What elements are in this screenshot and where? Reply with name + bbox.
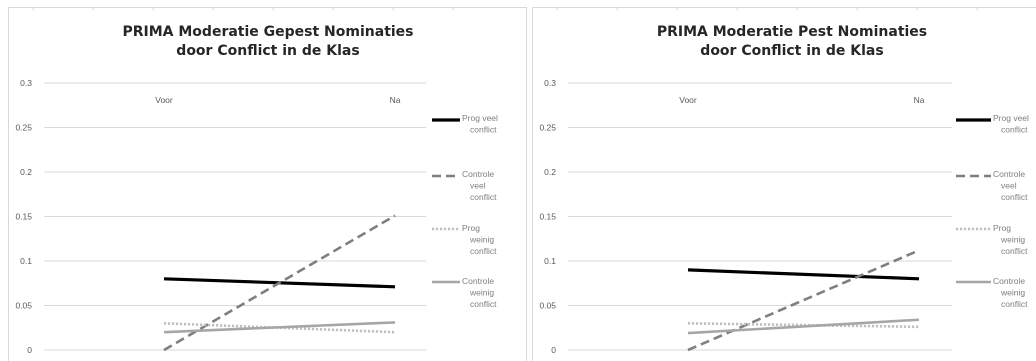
chart-title-line: PRIMA Moderatie Pest Nominaties [657, 24, 927, 40]
legend-label: weinig [1000, 235, 1025, 245]
legend-label: conflict [1001, 125, 1028, 135]
legend-label: conflict [470, 246, 497, 256]
series-line-3 [687, 322, 920, 329]
series-line-4 [687, 318, 920, 335]
series-line-1 [687, 268, 920, 281]
x-category-label: Na [390, 95, 401, 105]
x-category-label: Voor [155, 95, 173, 105]
legend-label: weinig [469, 235, 494, 245]
y-tick-label: 0.25 [539, 123, 556, 133]
series-line-3 [163, 322, 396, 334]
y-tick-label: 0.3 [544, 78, 556, 88]
y-tick-label: 0 [27, 345, 32, 355]
series-line-2 [163, 214, 396, 352]
y-tick-label: 0.1 [20, 256, 32, 266]
chart-panel [532, 7, 1036, 361]
legend-label: weinig [469, 288, 494, 298]
legend-label: Controle [993, 169, 1025, 179]
x-category-label: Na [914, 95, 925, 105]
chart-title-line: door Conflict in de Klas [700, 43, 883, 59]
legend-label: conflict [470, 299, 497, 309]
legend-label: Prog [462, 223, 480, 233]
chart-title-line: door Conflict in de Klas [176, 43, 359, 59]
legend-label: Prog [993, 223, 1011, 233]
y-tick-label: 0.3 [20, 78, 32, 88]
y-tick-label: 0 [551, 345, 556, 355]
series-line-4 [163, 321, 396, 334]
legend-label: Controle [462, 276, 494, 286]
chart-1: PRIMA Moderatie Gepest Nominaties door Co… [8, 7, 527, 361]
legend-label: Prog veel [462, 113, 498, 123]
y-tick-label: 0.15 [539, 212, 556, 222]
y-tick-label: 0.05 [539, 301, 556, 311]
legend-label: Controle [993, 276, 1025, 286]
x-category-label: Voor [679, 95, 697, 105]
legend-label: weinig [1000, 288, 1025, 298]
y-tick-label: 0.05 [15, 301, 32, 311]
legend-label: veel [470, 181, 486, 191]
chart-2: PRIMA Moderatie Pest Nominaties door Conf… [532, 7, 1036, 361]
legend-label: Prog veel [993, 113, 1029, 123]
y-tick-label: 0.15 [15, 212, 32, 222]
y-tick-label: 0.2 [544, 167, 556, 177]
legend-label: conflict [1001, 192, 1028, 202]
chart-title-line: PRIMA Moderatie Gepest Nominaties [122, 24, 413, 40]
legend-label: conflict [470, 125, 497, 135]
y-tick-label: 0.25 [15, 123, 32, 133]
legend-label: conflict [1001, 299, 1028, 309]
legend-label: conflict [470, 192, 497, 202]
legend-label: Controle [462, 169, 494, 179]
chart-panel [8, 7, 527, 361]
y-tick-label: 0.1 [544, 256, 556, 266]
legend-label: veel [1001, 181, 1017, 191]
y-tick-label: 0.2 [20, 167, 32, 177]
legend-label: conflict [1001, 246, 1028, 256]
